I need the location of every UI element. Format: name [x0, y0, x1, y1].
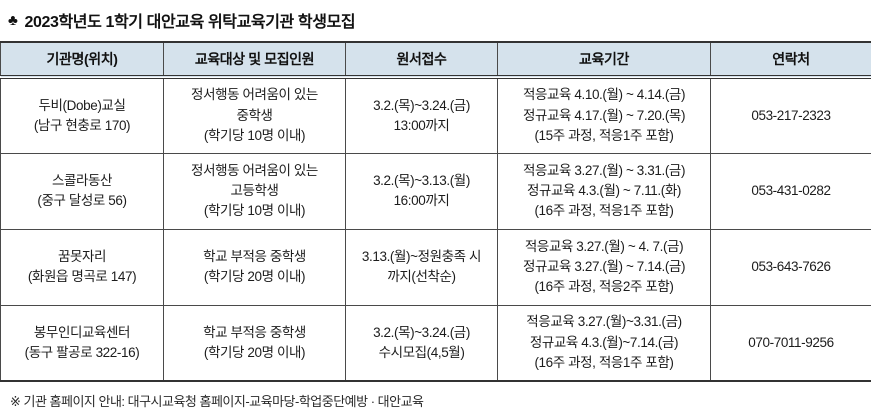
- club-icon: ♣: [8, 11, 18, 29]
- cell-application: 3.2.(목)~3.24.(금) 수시모집(4,5월): [345, 304, 498, 382]
- application-line: 16:00까지: [393, 193, 450, 208]
- application-line: 3.13.(월)~정원충족 시: [361, 248, 482, 264]
- institution-location: (중구 달성로 56): [37, 193, 127, 208]
- period-line: (16주 과정, 적응1주 포함): [534, 354, 674, 370]
- application-line: 수시모집(4,5월): [378, 344, 465, 360]
- period-line: 적응교육 3.27.(월) ~ 4. 7.(금): [524, 238, 684, 254]
- page-title-text: 2023학년도 1학기 대안교육 위탁교육기관 학생모집: [24, 14, 356, 31]
- cell-application: 3.13.(월)~정원충족 시 까지(선착순): [345, 228, 498, 306]
- period-line: 적응교육 3.27.(월) ~ 3.31.(금): [522, 162, 686, 178]
- institution-name: 꿈못자리: [57, 248, 107, 264]
- header-target: 교육대상 및 모집인원: [163, 41, 346, 79]
- period-line: 적응교육 4.10.(월) ~ 4.14.(금): [522, 87, 686, 103]
- target-line: 고등학생: [230, 182, 279, 198]
- application-line: 까지(선착순): [387, 269, 456, 284]
- period-line: 정규교육 4.17.(월) ~ 7.20.(목): [522, 107, 686, 123]
- cell-target: 학교 부적응 중학생 (학기당 20명 이내): [163, 228, 346, 306]
- target-line: 학교 부적응 중학생: [203, 324, 306, 340]
- cell-institution: 봉무인디교육센터 (동구 팔공로 322-16): [0, 304, 164, 382]
- table-row: 두비(Dobe)교실 (남구 현충로 170) 정서행동 어려움이 있는 중학생…: [0, 76, 871, 154]
- target-line: 정서행동 어려움이 있는: [191, 87, 318, 103]
- institution-location: (남구 현충로 170): [33, 117, 131, 133]
- table-row: 스콜라동산 (중구 달성로 56) 정서행동 어려움이 있는 고등학생 (학기당…: [0, 152, 871, 230]
- institution-location: (동구 팔공로 322-16): [24, 344, 140, 360]
- period-line: (16주 과정, 적응2주 포함): [534, 279, 674, 295]
- cell-application: 3.2.(목)~3.24.(금) 13:00까지: [345, 76, 498, 154]
- institution-name: 봉무인디교육센터: [33, 324, 131, 340]
- cell-contact: 053-643-7626: [710, 228, 871, 306]
- target-line: (학기당 10명 이내): [203, 203, 306, 219]
- period-line: 정규교육 4.3.(월)~7.14.(금): [529, 334, 679, 350]
- period-line: (16주 과정, 적응1주 포함): [534, 203, 674, 219]
- cell-period: 적응교육 3.27.(월) ~ 4. 7.(금) 정규교육 3.27.(월) ~…: [497, 228, 711, 306]
- phone-number: 053-643-7626: [751, 258, 831, 274]
- cell-period: 적응교육 3.27.(월) ~ 3.31.(금) 정규교육 4.3.(월) ~ …: [497, 152, 711, 230]
- cell-period: 적응교육 4.10.(월) ~ 4.14.(금) 정규교육 4.17.(월) ~…: [497, 76, 711, 154]
- target-line: 중학생: [236, 107, 273, 123]
- cell-target: 정서행동 어려움이 있는 고등학생 (학기당 10명 이내): [163, 152, 346, 230]
- application-line: 3.2.(목)~3.24.(금): [373, 324, 470, 340]
- institution-location: (화원읍 명곡로 147): [27, 269, 137, 284]
- period-line: 정규교육 3.27.(월) ~ 7.14.(금): [522, 258, 686, 274]
- cell-period: 적응교육 3.27.(월)~3.31.(금) 정규교육 4.3.(월)~7.14…: [497, 304, 711, 382]
- table-row: 봉무인디교육센터 (동구 팔공로 322-16) 학교 부적응 중학생 (학기당…: [0, 304, 871, 382]
- application-line: 3.2.(목)~3.24.(금): [373, 97, 470, 113]
- header-application: 원서접수: [345, 41, 498, 79]
- cell-institution: 꿈못자리 (화원읍 명곡로 147): [0, 228, 164, 306]
- period-line: (15주 과정, 적응1주 포함): [534, 127, 674, 143]
- cell-institution: 두비(Dobe)교실 (남구 현충로 170): [0, 76, 164, 154]
- phone-number: 053-217-2323: [751, 107, 831, 123]
- cell-target: 정서행동 어려움이 있는 중학생 (학기당 10명 이내): [163, 76, 346, 154]
- cell-contact: 070-7011-9256: [710, 304, 871, 382]
- phone-number: 053-431-0282: [751, 182, 831, 198]
- recruitment-table: 기관명(위치) 교육대상 및 모집인원 원서접수 교육기간 연락처 두비(Dob…: [0, 41, 871, 382]
- cell-contact: 053-217-2323: [710, 76, 871, 154]
- target-line: (학기당 20명 이내): [203, 269, 306, 284]
- cell-application: 3.2.(목)~3.13.(월) 16:00까지: [345, 152, 498, 230]
- page-title: ♣ 2023학년도 1학기 대안교육 위탁교육기관 학생모집: [0, 0, 871, 41]
- header-period: 교육기간: [497, 41, 711, 79]
- application-line: 3.2.(목)~3.13.(월): [373, 172, 470, 188]
- target-line: 학교 부적응 중학생: [203, 248, 306, 264]
- footnote: ※ 기관 홈페이지 안내: 대구시교육청 홈페이지-교육마당-학업중단예방 · …: [10, 394, 424, 409]
- phone-number: 070-7011-9256: [748, 334, 834, 350]
- application-line: 13:00까지: [393, 117, 450, 133]
- header-institution: 기관명(위치): [0, 41, 164, 79]
- target-line: (학기당 20명 이내): [203, 344, 306, 360]
- cell-target: 학교 부적응 중학생 (학기당 20명 이내): [163, 304, 346, 382]
- period-line: 적응교육 3.27.(월)~3.31.(금): [526, 314, 682, 330]
- institution-name: 스콜라동산: [51, 172, 113, 188]
- institution-name: 두비(Dobe)교실: [38, 97, 126, 113]
- target-line: (학기당 10명 이내): [203, 127, 306, 143]
- table-row: 꿈못자리 (화원읍 명곡로 147) 학교 부적응 중학생 (학기당 20명 이…: [0, 228, 871, 306]
- cell-institution: 스콜라동산 (중구 달성로 56): [0, 152, 164, 230]
- table-header-row: 기관명(위치) 교육대상 및 모집인원 원서접수 교육기간 연락처: [0, 41, 871, 79]
- cell-contact: 053-431-0282: [710, 152, 871, 230]
- period-line: 정규교육 4.3.(월) ~ 7.11.(화): [527, 182, 681, 198]
- target-line: 정서행동 어려움이 있는: [191, 162, 318, 178]
- header-contact: 연락처: [710, 41, 871, 79]
